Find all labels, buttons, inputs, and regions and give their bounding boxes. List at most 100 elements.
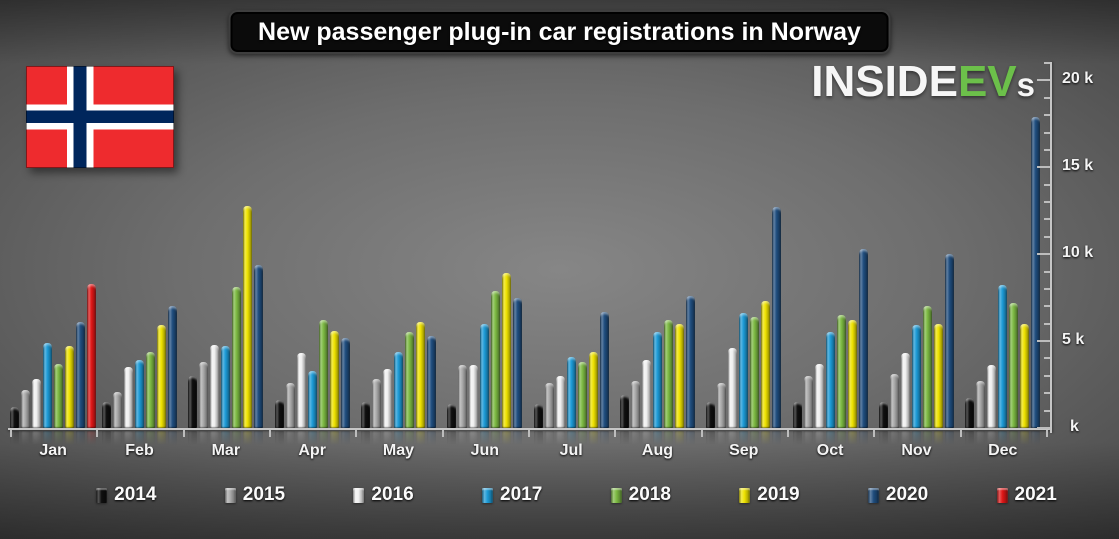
x-axis-label-nov: Nov	[901, 442, 932, 459]
bar-apr-2016	[296, 353, 306, 428]
legend-item-2018: 2018	[610, 484, 671, 506]
x-axis-label-feb: Feb	[125, 442, 154, 459]
bar-feb-2014	[101, 402, 111, 428]
bar-apr-2020	[340, 338, 350, 428]
y-axis-minor-tick	[1044, 96, 1050, 99]
bar-may-2014	[360, 402, 370, 428]
bar-feb-2018	[145, 352, 155, 428]
month-group-jun	[442, 63, 528, 428]
bar-mar-2018	[232, 287, 242, 428]
legend-item-2020: 2020	[867, 484, 928, 506]
bar-jun-2019	[502, 273, 512, 428]
bar-oct-2014	[792, 402, 802, 428]
bar-jun-2015	[458, 365, 468, 428]
bar-may-2015	[371, 379, 381, 428]
bar-may-2017	[393, 352, 403, 428]
month-group-feb	[96, 63, 182, 428]
y-axis-line	[1050, 62, 1052, 433]
bar-jan-2019	[65, 346, 75, 428]
x-axis-tick	[528, 430, 530, 437]
bar-jan-2020	[76, 322, 86, 428]
x-axis-label-sep: Sep	[729, 442, 759, 459]
y-axis-labels: k 5 k 10 k 15 k 20 k	[1062, 63, 1117, 435]
bar-nov-2015	[889, 374, 899, 428]
logo-text-inside: INSIDE	[811, 57, 958, 106]
y-axis-major-tick	[1037, 427, 1050, 429]
x-axis-label-jun: Jun	[470, 442, 500, 459]
bar-jul-2014	[533, 404, 543, 428]
bar-nov-2019	[933, 324, 943, 428]
bar-oct-2016	[814, 364, 824, 428]
y-axis-minor-tick	[1044, 322, 1050, 325]
month-group-may	[355, 63, 441, 428]
bar-apr-2015	[285, 383, 295, 428]
y-axis-label-5k: 5 k	[1062, 331, 1085, 349]
y-axis-minor-tick	[1044, 374, 1050, 377]
x-axis-tick	[873, 430, 876, 437]
y-axis-label-10k: 10 k	[1062, 244, 1094, 262]
y-axis-minor-tick	[1044, 270, 1050, 273]
y-axis-label-0k: k	[1070, 418, 1079, 435]
legend-item-2019: 2019	[739, 484, 800, 506]
logo-text-ev: EV	[957, 57, 1017, 106]
y-axis-minor-tick	[1044, 218, 1050, 221]
bar-jul-2018	[577, 362, 587, 428]
bar-apr-2014	[274, 400, 284, 428]
x-axis-tick	[10, 430, 12, 437]
y-axis-minor-tick	[1044, 201, 1050, 204]
bar-oct-2017	[825, 332, 835, 428]
bar-mar-2014	[188, 376, 198, 428]
x-axis-label-jan: Jan	[39, 442, 67, 459]
bar-dec-2014	[965, 398, 975, 428]
bar-sep-2018	[750, 317, 760, 428]
legend-marker-2015	[224, 487, 236, 503]
bar-aug-2020	[685, 296, 695, 428]
chart-title: New passenger plug-in car registrations …	[228, 10, 891, 54]
bar-sep-2017	[739, 313, 749, 428]
legend-marker-2021	[996, 487, 1008, 503]
bar-apr-2019	[329, 331, 339, 428]
legend-marker-2020	[867, 487, 879, 503]
y-axis-minor-tick	[1044, 305, 1050, 308]
bar-may-2019	[415, 322, 425, 428]
bar-dec-2018	[1009, 303, 1019, 428]
y-axis-minor-tick	[1044, 409, 1050, 412]
legend-item-2017: 2017	[482, 484, 542, 506]
x-axis-ticks	[10, 430, 1048, 438]
legend-label-2017: 2017	[500, 484, 543, 505]
y-axis-minor-tick	[1044, 183, 1050, 186]
month-group-aug	[614, 63, 700, 428]
bar-jul-2019	[588, 352, 598, 428]
bar-oct-2020	[858, 249, 868, 428]
bar-jan-2014	[10, 407, 20, 428]
bar-jan-2021	[87, 284, 97, 428]
x-axis-label-apr: Apr	[298, 442, 326, 459]
bar-mar-2017	[221, 346, 231, 428]
insideevs-logo: INSIDEEVs	[811, 60, 1035, 104]
bar-dec-2019	[1020, 324, 1030, 428]
y-axis-major-tick	[1037, 166, 1050, 169]
bar-mar-2020	[254, 265, 264, 428]
bar-dec-2016	[987, 365, 997, 428]
bar-jun-2014	[447, 404, 457, 428]
legend-label-2019: 2019	[757, 484, 800, 505]
bar-jul-2020	[599, 312, 609, 428]
bar-sep-2015	[717, 383, 727, 428]
bar-sep-2014	[706, 402, 716, 428]
bar-nov-2020	[944, 254, 954, 428]
y-axis-minor-tick	[1044, 287, 1050, 290]
y-axis-major-tick	[1037, 253, 1050, 256]
bar-aug-2019	[674, 324, 684, 428]
y-axis-minor-tick	[1044, 235, 1050, 238]
bar-sep-2020	[772, 207, 782, 428]
bar-jun-2020	[513, 298, 523, 428]
bar-jan-2016	[32, 379, 42, 428]
month-group-sep	[701, 63, 787, 428]
x-axis-tick	[441, 430, 444, 437]
bar-feb-2016	[123, 367, 133, 428]
bar-jun-2018	[491, 291, 501, 428]
x-axis-label-oct: Oct	[816, 442, 844, 459]
x-axis-label-may: May	[382, 442, 415, 459]
bar-apr-2017	[307, 371, 317, 428]
